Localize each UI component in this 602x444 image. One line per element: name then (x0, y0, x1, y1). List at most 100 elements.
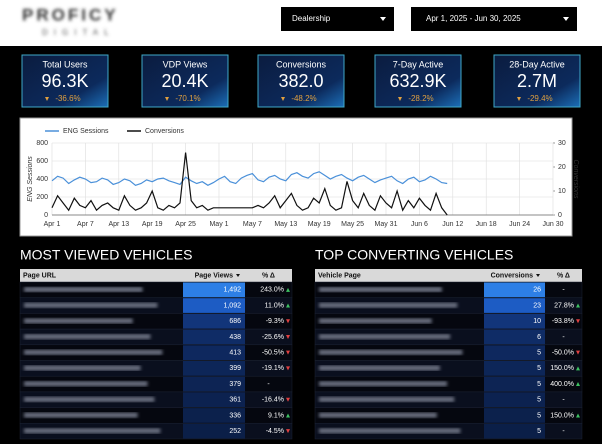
blurred-url (24, 349, 163, 355)
blurred-url (319, 302, 458, 308)
x-tick-label: Jun 24 (509, 221, 530, 228)
value-cell (183, 392, 245, 408)
x-tick-label: Jun 30 (542, 221, 563, 228)
table-header (20, 269, 292, 282)
column-header: Conversions (491, 272, 534, 279)
change-text: 150.0% (550, 365, 574, 372)
value-text: 23 (533, 302, 541, 309)
dropdown-label: Apr 1, 2025 - Jun 30, 2025 (426, 14, 521, 23)
kpi-change: -36.6% (55, 94, 80, 103)
change-text: - (562, 334, 565, 341)
change-text: 11.0% (265, 302, 284, 309)
y-tick-label: 0 (44, 212, 48, 219)
y2-tick-label: 30 (558, 140, 566, 147)
kpi-label: 7-Day Active (393, 59, 444, 69)
kpi-value: 20.4K (161, 71, 208, 91)
value-cell (484, 345, 545, 360)
blurred-url (319, 318, 432, 324)
value-cell (484, 376, 545, 392)
y-axis-title: ENG Sessions (27, 156, 34, 202)
legend-label: ENG Sessions (63, 128, 109, 135)
x-tick-label: Jun 6 (411, 221, 428, 228)
kpi-change: -70.1% (175, 94, 200, 103)
x-tick-label: Jun 18 (476, 221, 497, 228)
table-header (315, 269, 582, 282)
change-text: -25.6% (262, 334, 284, 341)
value-text: 5 (537, 365, 541, 372)
column-header: Page Views (195, 272, 234, 279)
value-text: 10 (533, 318, 541, 325)
change-text: 9.1% (268, 412, 284, 419)
change-text: -19.1% (262, 365, 284, 372)
value-cell (484, 313, 545, 329)
blurred-url (319, 334, 451, 340)
arrow-down (286, 366, 290, 371)
change-text: 150.0% (550, 412, 574, 419)
value-text: 252 (229, 428, 241, 435)
value-cell (183, 361, 245, 376)
value-cell (484, 408, 545, 423)
value-text: 5 (537, 397, 541, 404)
dealership-dropdown[interactable] (281, 7, 394, 31)
section-title: MOST VIEWED VEHICLES (20, 247, 192, 263)
arrow-up (576, 303, 580, 308)
value-text: 5 (537, 381, 541, 388)
change-text: - (562, 287, 565, 294)
kpi-card (21, 54, 109, 108)
value-cell (484, 423, 545, 439)
y2-axis-title: Conversions (572, 160, 579, 199)
value-cell (183, 376, 245, 392)
logo: PROFICY DIGITAL (22, 5, 116, 37)
sort-caret (236, 274, 240, 277)
kpi-label: VDP Views (163, 59, 208, 69)
blurred-url (24, 396, 155, 402)
kpi-label: 28-Day Active (509, 59, 565, 69)
arrow-down (398, 97, 402, 101)
value-text: 438 (229, 334, 241, 341)
arrow-up (286, 413, 290, 418)
change-text: -9.3% (266, 318, 284, 325)
change-text: - (562, 397, 565, 404)
arrow-up (576, 366, 580, 371)
value-cell (484, 282, 545, 298)
kpi-card (374, 54, 462, 108)
arrow-down (281, 97, 285, 101)
x-tick-label: Apr 13 (108, 221, 129, 228)
value-text: 26 (533, 287, 541, 294)
value-text: 379 (229, 381, 241, 388)
y-tick-label: 200 (36, 194, 48, 201)
arrow-down (286, 429, 290, 434)
y2-tick-label: 20 (558, 164, 566, 171)
kpi-value: 2.7M (517, 71, 557, 91)
section-title: TOP CONVERTING VEHICLES (315, 247, 513, 263)
blurred-url (24, 412, 138, 418)
blurred-url (319, 396, 455, 402)
arrow-down (165, 97, 169, 101)
blurred-url (24, 381, 148, 387)
change-text: -16.4% (262, 397, 284, 404)
x-tick-label: Apr 1 (44, 221, 61, 228)
x-tick-label: Apr 19 (142, 221, 163, 228)
column-header: % Δ (262, 272, 275, 279)
arrow-down (286, 334, 290, 339)
arrow-up (286, 303, 290, 308)
logo-bottom: DIGITAL (42, 28, 115, 37)
x-tick-label: Jun 12 (442, 221, 463, 228)
blurred-url (319, 287, 442, 292)
x-tick-label: May 13 (274, 221, 297, 228)
kpi-value: 632.9K (389, 71, 446, 91)
sort-caret (536, 274, 540, 277)
arrow-up (576, 382, 580, 387)
kpi-change: -28.2% (408, 94, 433, 103)
value-cell (183, 408, 245, 423)
arrow-down (576, 319, 580, 324)
change-text: 400.0% (550, 381, 574, 388)
date-range-dropdown[interactable] (411, 7, 577, 31)
value-cell (183, 345, 245, 360)
column-header: Page URL (23, 272, 57, 279)
change-text: 243.0% (260, 287, 284, 294)
value-text: 5 (537, 349, 541, 356)
blurred-url (24, 365, 141, 371)
